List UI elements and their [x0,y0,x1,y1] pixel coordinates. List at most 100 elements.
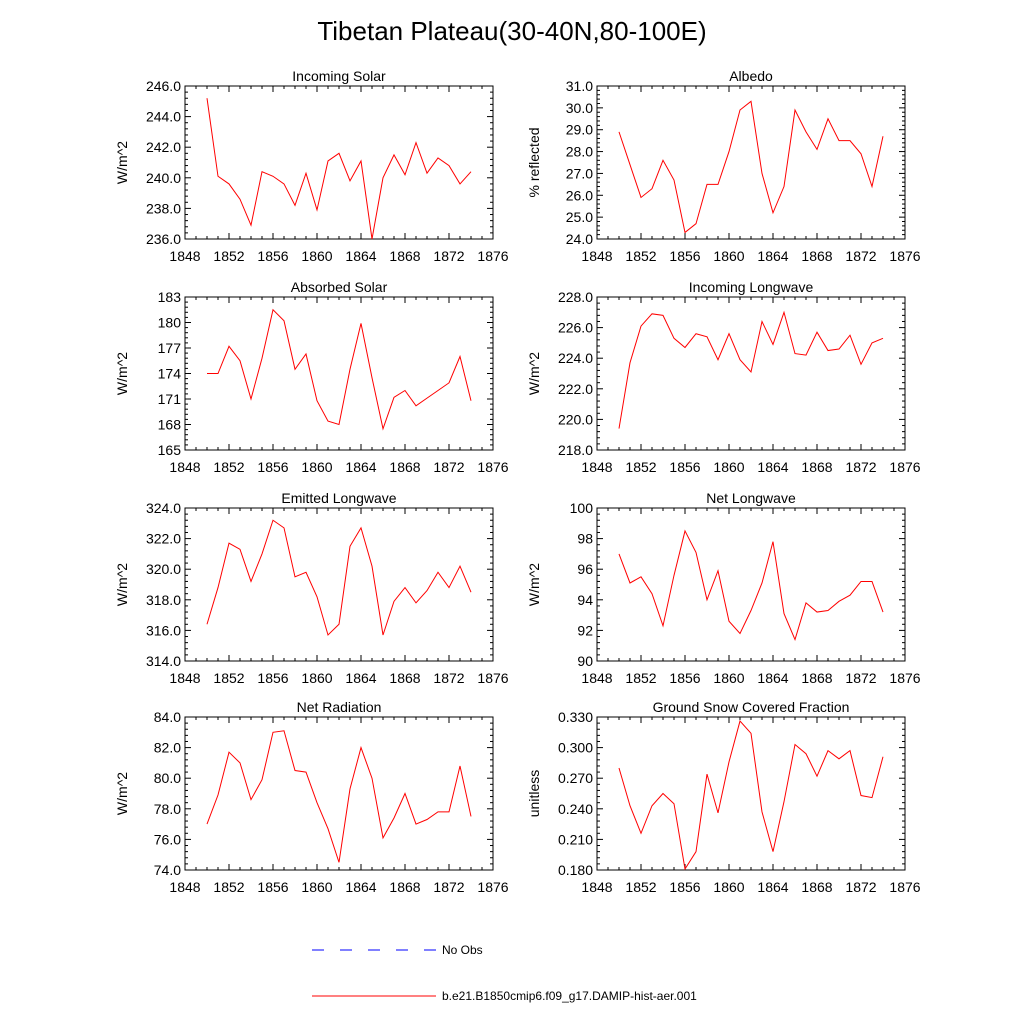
x-tick-label: 1856 [257,670,288,686]
y-axis-title: W/m^2 [114,352,130,395]
x-tick-label: 1856 [257,879,288,895]
y-tick-label: 168 [158,417,182,433]
y-tick-label: 240.0 [146,170,181,186]
plot-frame [596,296,906,451]
y-tick-label: 314.0 [146,653,181,669]
panel-absorbed-solar: Absorbed Solar 1848 1852 1856 1860 1864 1868 18… [114,279,509,475]
y-tick-label: 177 [158,340,182,356]
panel-title: Net Longwave [706,490,796,506]
series-line [618,310,884,429]
x-tick-label: 1852 [625,670,656,686]
y-tick-label: 242.0 [146,139,181,155]
x-tick-label: 1848 [581,879,612,895]
legend-label: No Obs [442,943,483,957]
x-tick-label: 1860 [301,879,332,895]
series-line [207,308,472,431]
x-tick-label: 1848 [169,670,200,686]
x-tick-label: 1876 [889,879,920,895]
y-tick-label: 90 [577,653,593,669]
x-tick-label: 1876 [889,670,920,686]
y-tick-label: 26.0 [566,187,593,203]
y-tick-label: 31.0 [566,78,593,94]
y-tick-label: 318.0 [146,592,181,608]
x-tick-label: 1868 [389,248,420,264]
x-tick-label: 1860 [301,670,332,686]
x-tick-label: 1868 [801,459,832,475]
x-tick-label: 1852 [213,670,244,686]
x-tick-label: 1868 [801,879,832,895]
y-tick-label: 236.0 [146,231,181,247]
y-tick-label: 171 [158,391,182,407]
x-tick-label: 1864 [345,670,376,686]
x-tick-label: 1856 [669,879,700,895]
y-tick-label: 0.300 [558,740,593,756]
x-tick-label: 1864 [757,670,788,686]
y-tick-label: 80.0 [154,770,181,786]
y-tick-label: 82.0 [154,740,181,756]
y-axis-title: W/m^2 [526,563,542,606]
x-tick-label: 1876 [889,459,920,475]
y-axis-title: W/m^2 [114,772,130,815]
x-tick-label: 1852 [625,459,656,475]
y-tick-label: 0.180 [558,862,593,878]
panel-title: Emitted Longwave [281,490,396,506]
legend-item-b-e21-b1850cmip6-f09-g17-damip-hist-aer-001: b.e21.B1850cmip6.f09_g17.DAMIP-hist-aer.… [312,989,697,1003]
x-tick-label: 1856 [257,459,288,475]
y-tick-label: 246.0 [146,78,181,94]
series-line [618,529,884,642]
series-line [206,519,472,636]
panel-title: Incoming Solar [292,68,386,84]
x-tick-label: 1872 [433,459,464,475]
y-tick-label: 96 [577,561,593,577]
x-tick-label: 1872 [433,248,464,264]
plot-frame [596,85,906,240]
plot-frame [184,296,494,451]
y-tick-label: 0.210 [558,831,593,847]
x-tick-label: 1876 [477,879,508,895]
y-axis-title: W/m^2 [114,563,130,606]
y-tick-label: 174 [158,366,182,382]
y-tick-label: 0.270 [558,770,593,786]
x-tick-label: 1864 [345,248,376,264]
panel-incoming-solar: Incoming Solar 1848 1852 1856 1860 1864 1868 18… [114,68,509,264]
x-tick-label: 1868 [801,248,832,264]
legend: No Obs b.e21.B1850cmip6.f09_g17.DAMIP-his… [312,943,697,1003]
x-tick-label: 1876 [477,459,508,475]
y-tick-label: 24.0 [566,231,593,247]
y-tick-label: 100 [570,500,594,516]
x-tick-label: 1860 [713,670,744,686]
y-tick-label: 226.0 [558,320,593,336]
x-tick-label: 1868 [389,879,420,895]
y-tick-label: 222.0 [558,381,593,397]
y-tick-label: 183 [158,289,182,305]
x-tick-label: 1864 [345,459,376,475]
y-tick-label: 224.0 [558,350,593,366]
series-line [206,730,472,863]
panel-title: Net Radiation [297,699,382,715]
x-tick-label: 1852 [625,248,656,264]
y-axis-title: % reflected [526,127,542,197]
x-tick-label: 1860 [301,459,332,475]
x-tick-label: 1860 [713,879,744,895]
x-tick-label: 1856 [669,670,700,686]
y-tick-label: 78.0 [154,801,181,817]
x-tick-label: 1848 [169,248,200,264]
series-line [618,100,884,234]
y-tick-label: 98 [577,531,593,547]
plot-frame [184,85,494,240]
x-tick-label: 1872 [845,248,876,264]
panel-title: Albedo [729,68,773,84]
x-tick-label: 1868 [801,670,832,686]
x-tick-label: 1848 [169,879,200,895]
y-tick-label: 180 [158,315,182,331]
x-tick-label: 1864 [757,459,788,475]
panel-grid: Incoming Solar 1848 1852 1856 1860 1864 1868 18… [114,68,921,895]
x-tick-label: 1848 [581,248,612,264]
y-tick-label: 84.0 [154,709,181,725]
x-tick-label: 1852 [213,459,244,475]
panel-ground-snow-covered-fraction: Ground Snow Covered Fraction 1848 1852 1856… [526,699,921,895]
y-tick-label: 94 [577,592,593,608]
x-tick-label: 1872 [845,670,876,686]
panel-emitted-longwave: Emitted Longwave 1848 1852 1856 1860 1864 1868… [114,490,509,686]
y-tick-label: 238.0 [146,200,181,216]
